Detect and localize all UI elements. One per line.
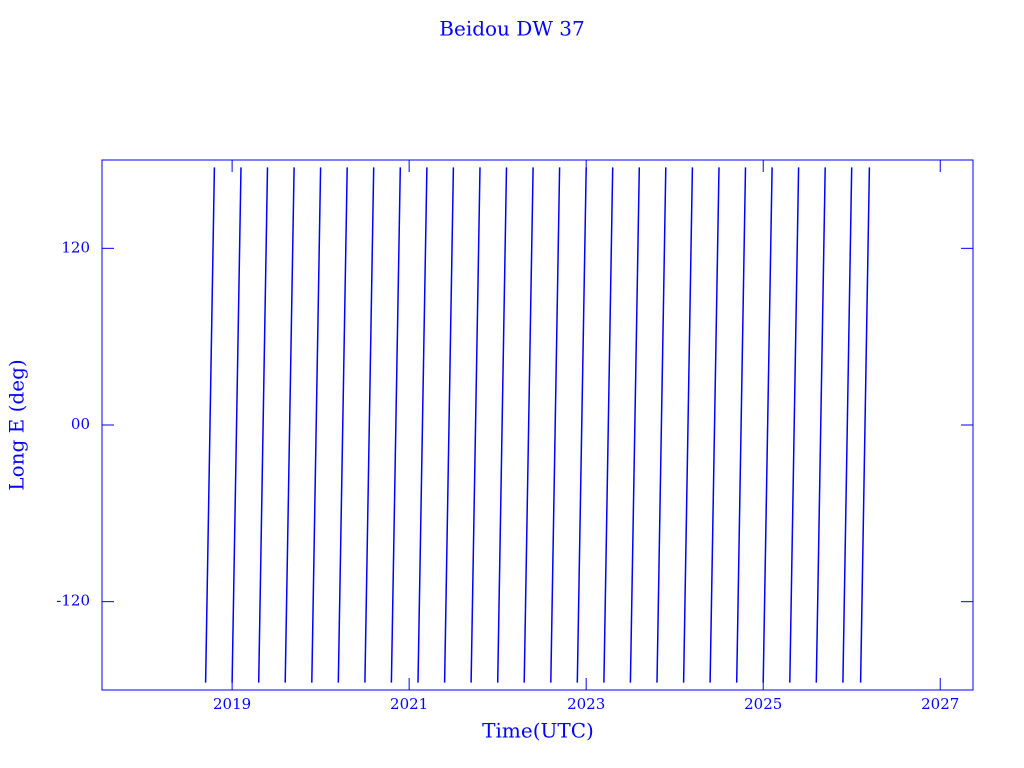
x-tick-label: 2025 [744,695,782,713]
x-tick-label: 2021 [390,695,428,713]
x-tick-label: 2019 [213,695,251,713]
data-line [204,167,871,683]
x-tick-label: 2027 [921,695,959,713]
y-tick-label: 00 [71,415,90,433]
chart-title: Beidou DW 37 [439,17,584,41]
y-tick-label: -120 [56,592,90,610]
x-axis-label: Time(UTC) [482,719,594,743]
y-tick-label: 120 [61,238,90,256]
x-tick-label: 2023 [567,695,605,713]
y-axis-label: Long E (deg) [5,359,29,490]
